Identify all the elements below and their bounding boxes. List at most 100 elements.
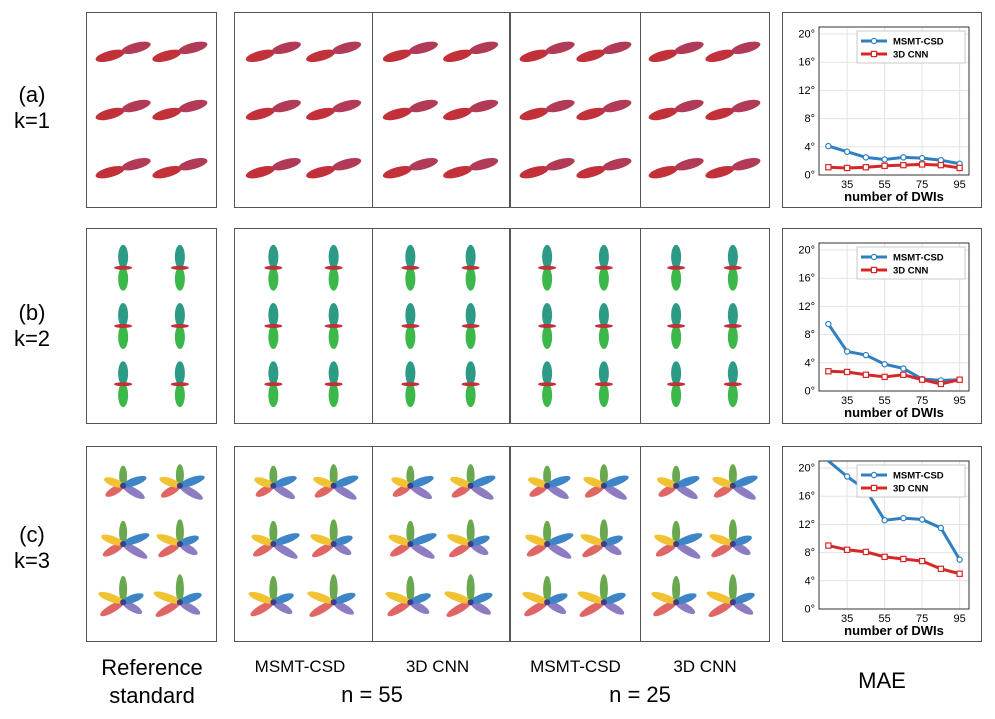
glyph-field (114, 244, 189, 408)
data-point-msmt-csd (881, 156, 888, 163)
y-tick-label: 0° (804, 386, 815, 398)
data-point-3d-cnn (825, 164, 832, 171)
odf-glyph (98, 575, 144, 617)
glyph-field (264, 244, 480, 408)
data-point-3d-cnn (900, 555, 907, 563)
y-tick-label: 12° (798, 519, 815, 531)
data-point-msmt-csd (825, 142, 832, 150)
x-tick-label: 75 (916, 613, 928, 625)
row-label-c: (c) k=3 (0, 522, 64, 574)
data-point-3d-cnn (918, 557, 926, 565)
glyph-field (245, 41, 499, 179)
plot-frame (818, 26, 970, 176)
glyph-panel-row2-col3 (510, 228, 770, 424)
x-tick-label: 75 (916, 179, 928, 191)
data-point-3d-cnn (937, 565, 945, 573)
odf-glyph (654, 520, 703, 559)
odf-glyph (159, 464, 205, 500)
legend-marker (870, 37, 878, 45)
mae-chart-k3: 0° 4° 8° 12° 16° 20° 35 55 75 95 number of DWIs MSM… (782, 446, 982, 642)
x-tick-label: 95 (954, 179, 966, 191)
odf-glyph (114, 244, 133, 291)
glyph-panel-row3-col1 (86, 446, 217, 642)
odf-glyph (528, 465, 571, 500)
odf-glyph (519, 158, 575, 179)
odf-glyph (264, 244, 283, 291)
odf-glyph (461, 244, 480, 291)
method-divider (372, 447, 373, 641)
glyph-panel-row1-col3 (510, 12, 770, 208)
odf-glyph (101, 520, 150, 559)
odf-glyph (706, 574, 755, 617)
odf-glyph (538, 244, 557, 291)
odf-glyph (450, 464, 496, 500)
odf-glyph (443, 158, 499, 179)
data-point-msmt-csd (843, 148, 851, 155)
odf-glyph (648, 41, 704, 62)
data-point-msmt-csd (918, 516, 926, 523)
data-point-msmt-csd (918, 154, 926, 162)
odf-glyph (648, 99, 704, 121)
mae-chart-k3-svg: 0° 4° 8° 12° 16° 20° 35 55 75 95 number of DWIs MSM… (798, 460, 970, 638)
odf-glyph (705, 99, 761, 121)
odf-glyph (170, 303, 189, 349)
odf-glyph (657, 465, 700, 500)
odf-glyph (264, 361, 283, 408)
x-tick-label: 55 (879, 613, 891, 625)
odf-glyph (667, 244, 686, 291)
y-tick-label: 12° (798, 85, 815, 97)
reference-caption: Reference standard (86, 654, 218, 710)
legend-box (856, 246, 966, 280)
group2-method1-caption: MSMT-CSD (530, 657, 621, 676)
series-line-msmt-csd (827, 461, 961, 561)
odf-glyph (324, 303, 343, 349)
odf-glyph (152, 158, 208, 179)
group1-method1-caption: MSMT-CSD (254, 657, 346, 676)
y-tick-label: 20° (798, 463, 815, 475)
odf-glyph (667, 361, 686, 408)
x-tick-label: 35 (841, 179, 853, 191)
odf-glyph (401, 244, 420, 291)
x-axis-label: number of DWIs (844, 623, 944, 638)
odf-glyph (401, 361, 420, 408)
data-point-3d-cnn (956, 376, 963, 383)
mae-chart-k1: 0° 4° 8° 12° 16° 20° 35 55 75 95 number of DWIs MSM… (782, 12, 982, 208)
row-id: (a) (18, 82, 46, 107)
group1-method2-caption: 3D CNN (405, 657, 470, 676)
group2-method2-caption: 3D CNN (673, 657, 737, 676)
data-point-3d-cnn (862, 371, 870, 378)
odf-glyph (306, 158, 362, 179)
mae-chart-k1-svg: 0° 4° 8° 12° 16° 20° 35 55 75 95 number of DWIs MSM… (798, 26, 970, 204)
odf-glyph (264, 303, 283, 349)
odf-glyph (310, 519, 353, 558)
glyph-panel-row2-col1 (86, 228, 217, 424)
data-point-3d-cnn (956, 164, 963, 172)
legend-label: 3D CNN (893, 50, 929, 61)
odf-glyph (723, 361, 742, 408)
odf-glyph (525, 520, 574, 559)
data-point-3d-cnn (918, 376, 926, 383)
legend-marker (870, 253, 878, 261)
legend-label: MSMT-CSD (893, 253, 944, 264)
y-tick-label: 8° (804, 329, 815, 341)
odf-glyph (114, 303, 133, 349)
data-point-msmt-csd (956, 556, 963, 563)
odf-glyph (648, 158, 704, 179)
legend-box (856, 30, 966, 64)
method-divider (640, 447, 641, 641)
y-tick-label: 0° (804, 604, 815, 616)
legend-marker (870, 266, 878, 274)
odf-glyph (519, 99, 575, 121)
data-point-msmt-csd (881, 361, 888, 368)
y-tick-label: 20° (798, 29, 815, 41)
glyph-field (522, 464, 758, 617)
odf-glyph (152, 99, 208, 121)
odf-glyph (401, 303, 420, 349)
row-label-a: (a) k=1 (0, 82, 64, 134)
x-tick-label: 75 (916, 395, 928, 407)
odf-glyph (705, 41, 761, 62)
y-tick-label: 4° (804, 141, 815, 153)
method-divider (640, 13, 641, 207)
legend-label: 3D CNN (893, 484, 929, 495)
y-tick-label: 12° (798, 301, 815, 313)
